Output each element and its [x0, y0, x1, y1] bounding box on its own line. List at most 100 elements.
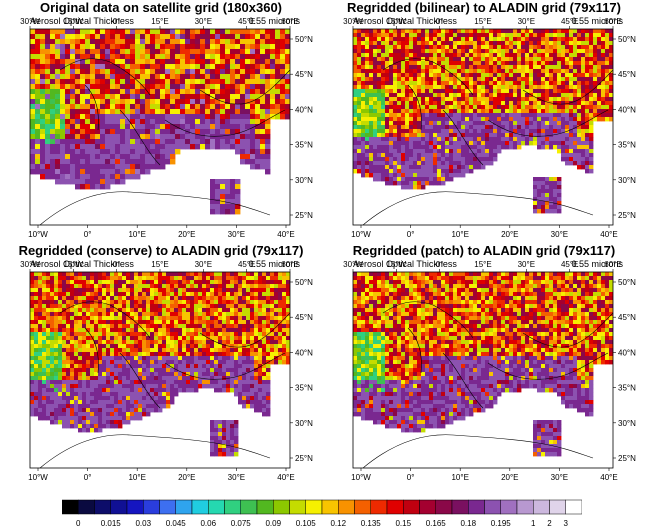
colorbar-swatch	[533, 499, 550, 515]
bottom-lon-label: 0°	[84, 473, 92, 482]
map-canvas: 30°W 15°W 0° 15°E 30°E 45°E 60°E 10°W 0° 10°E 20°E…	[343, 17, 636, 239]
colorbar-swatch	[484, 499, 501, 515]
lat-label: 50°N	[295, 35, 313, 44]
bottom-lon-label: 10°W	[28, 473, 48, 482]
top-lon-label: 0°	[436, 260, 444, 269]
map-panel-conserve: Regridded (conserve) to ALADIN grid (79x…	[0, 243, 322, 505]
colorbar-swatch	[208, 499, 225, 515]
colorbar-swatch	[403, 499, 420, 515]
colorbar-swatch	[354, 499, 371, 515]
bottom-lon-label: 30°E	[228, 230, 245, 239]
units-label: 0.55 microns	[248, 259, 300, 269]
lat-label: 30°N	[618, 176, 636, 185]
top-lon-label: 15°E	[474, 260, 491, 269]
colorbar-swatch	[500, 499, 518, 515]
colorbar-label: 0.075	[231, 519, 252, 528]
top-lon-label: 30°W	[20, 260, 40, 269]
bottom-lon-label: 10°E	[128, 473, 145, 482]
colorbar-swatch	[126, 499, 144, 515]
top-lon-label: 30°W	[343, 260, 363, 269]
bottom-lon-label: 40°E	[277, 473, 294, 482]
bottom-lon-label: 10°E	[128, 230, 145, 239]
map-canvas: 30°W 15°W 0° 15°E 30°E 45°E 60°E 10°W 0° 10°E 20°E…	[20, 260, 313, 482]
lat-label: 25°N	[618, 211, 636, 220]
lat-label: 40°N	[618, 105, 636, 114]
lat-label: 35°N	[295, 384, 313, 393]
lat-label: 25°N	[618, 454, 636, 463]
colorbar-swatch	[110, 499, 128, 515]
bottom-lon-label: 0°	[84, 230, 92, 239]
top-lon-label: 15°W	[387, 260, 407, 269]
colorbar-label: 0.195	[491, 519, 512, 528]
colorbar-label: 3	[564, 519, 569, 528]
bottom-lon-label: 10°E	[451, 230, 468, 239]
colorbar-label: 0.09	[265, 519, 281, 528]
bottom-lon-label: 30°E	[551, 473, 568, 482]
colorbar-swatch	[549, 499, 566, 515]
aot-field	[30, 29, 290, 215]
colorbar-swatch	[62, 499, 79, 515]
lat-label: 45°N	[295, 313, 313, 322]
coastline	[362, 58, 614, 226]
panel-title: Regridded (patch) to ALADIN grid (79x117…	[352, 243, 616, 258]
variable-label: Aerosol Optical Thickness	[30, 259, 134, 269]
lat-label: 25°N	[295, 211, 313, 220]
bottom-lon-label: 0°	[407, 473, 415, 482]
lat-label: 50°N	[618, 35, 636, 44]
map-canvas: 30°W 15°W 0° 15°E 30°E 45°E 60°E 10°W 0° 10°E 20°E…	[343, 260, 636, 482]
bottom-lon-label: 40°E	[600, 473, 617, 482]
colorbar-swatch	[224, 499, 241, 515]
colorbar-label: 0.015	[101, 519, 122, 528]
lat-label: 25°N	[295, 454, 313, 463]
bottom-lon-label: 10°W	[28, 230, 48, 239]
lat-label: 30°N	[295, 419, 313, 428]
bottom-lon-label: 30°E	[228, 473, 245, 482]
top-lon-label: 15°E	[474, 17, 491, 26]
colorbar-swatch	[305, 499, 323, 515]
lat-label: 30°N	[618, 419, 636, 428]
colorbar-label: 0.18	[460, 519, 476, 528]
colorbar-swatch	[191, 499, 209, 515]
top-lon-label: 45°E	[238, 260, 255, 269]
bottom-lon-label: 20°E	[501, 230, 518, 239]
top-lon-label: 45°E	[561, 17, 578, 26]
lat-label: 30°N	[295, 176, 313, 185]
variable-label: Aerosol Optical Thickness	[30, 16, 134, 26]
colorbar-swatch	[338, 499, 355, 515]
colorbar-swatch	[370, 499, 388, 515]
colorbar-swatch	[159, 499, 176, 515]
top-lon-label: 60°E	[604, 17, 621, 26]
coastline	[362, 301, 614, 469]
lat-label: 45°N	[295, 70, 313, 79]
colorbar-swatch	[273, 499, 290, 515]
top-lon-label: 0°	[113, 260, 121, 269]
bottom-lon-label: 20°E	[178, 230, 195, 239]
coastline	[39, 301, 291, 469]
colorbar-swatch	[256, 499, 274, 515]
panel-title: Regridded (conserve) to ALADIN grid (79x…	[18, 243, 304, 258]
colorbar-swatch	[451, 499, 469, 515]
top-lon-label: 15°E	[151, 17, 168, 26]
panel-title: Regridded (bilinear) to ALADIN grid (79x…	[346, 0, 621, 15]
bottom-lon-label: 40°E	[277, 230, 294, 239]
lat-label: 50°N	[295, 278, 313, 287]
colorbar-label: 0.12	[330, 519, 346, 528]
colorbar-swatch	[240, 499, 258, 515]
top-lon-label: 30°W	[343, 17, 363, 26]
top-lon-label: 0°	[113, 17, 121, 26]
aot-field	[30, 272, 290, 457]
colorbar-swatch	[435, 499, 453, 515]
panel-title: Original data on satellite grid (180x360…	[39, 0, 283, 15]
colorbar-swatch	[386, 499, 404, 515]
colorbar-label: 0.15	[395, 519, 411, 528]
top-lon-label: 30°E	[195, 260, 212, 269]
colorbar-swatch	[516, 499, 534, 515]
colorbar-label: 0.03	[135, 519, 151, 528]
colorbar-label: 0.06	[200, 519, 216, 528]
map-panel-bilinear: Regridded (bilinear) to ALADIN grid (79x…	[323, 0, 645, 262]
lat-label: 40°N	[295, 105, 313, 114]
units-label: 0.55 microns	[571, 16, 623, 26]
top-lon-label: 60°E	[604, 260, 621, 269]
variable-label: Aerosol Optical Thickness	[353, 16, 457, 26]
top-lon-label: 30°E	[518, 260, 535, 269]
